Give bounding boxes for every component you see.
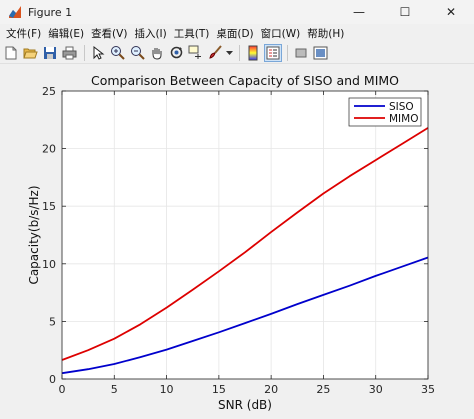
x-tick-label: 25 — [316, 383, 330, 396]
menu-tools[interactable]: 工具(T) — [173, 27, 210, 40]
print-icon[interactable] — [61, 44, 79, 62]
x-axis-label: SNR (dB) — [218, 398, 272, 412]
pan-icon[interactable] — [148, 44, 166, 62]
menu-window[interactable]: 窗口(W) — [260, 27, 301, 40]
new-figure-icon[interactable] — [2, 44, 20, 62]
series-lines — [61, 127, 429, 375]
zoom-out-icon[interactable] — [128, 44, 146, 62]
series-line-siso — [61, 256, 429, 375]
series-line-mimo — [61, 127, 429, 361]
x-tick-label: 5 — [111, 383, 118, 396]
y-tick-label: 15 — [42, 200, 56, 213]
y-tick-label: 20 — [42, 143, 56, 156]
menu-help[interactable]: 帮助(H) — [307, 27, 345, 40]
y-tick-label: 10 — [42, 258, 56, 271]
menu-edit[interactable]: 编辑(E) — [48, 27, 85, 40]
x-tick-label: 35 — [421, 383, 435, 396]
y-tick-label: 25 — [42, 85, 56, 98]
window-title: Figure 1 — [28, 5, 73, 19]
brush-dropdown-icon[interactable] — [226, 44, 234, 62]
rotate-icon[interactable] — [167, 44, 185, 62]
close-button[interactable]: ✕ — [445, 5, 457, 19]
y-tick-label: 5 — [49, 315, 56, 328]
axes-frame — [61, 90, 429, 380]
x-tick-label: 20 — [264, 383, 278, 396]
axes-background — [62, 91, 428, 379]
y-tick-label: 0 — [49, 373, 56, 386]
plot-svg: 0 5 10 15 20 25 30 35 0 5 10 15 20 25 Comparison Betw… — [27, 73, 435, 412]
matlab-figure-icon — [8, 5, 22, 19]
toolbar-separator — [287, 44, 288, 61]
toolbar-separator — [84, 44, 85, 61]
data-cursor-icon[interactable] — [187, 44, 205, 62]
figure-toolbar — [0, 42, 474, 64]
hide-plot-tools-icon[interactable] — [292, 44, 310, 62]
legend-label-siso: SISO — [389, 101, 414, 113]
window-titlebar: Figure 1 — ☐ ✕ — [0, 0, 474, 24]
open-file-icon[interactable] — [22, 44, 40, 62]
legend-icon[interactable] — [263, 43, 282, 62]
save-icon[interactable] — [41, 44, 59, 62]
show-plot-tools-icon[interactable] — [312, 44, 330, 62]
figure-canvas[interactable]: 0 5 10 15 20 25 30 35 0 5 10 15 20 25 Comparison Betw… — [0, 65, 474, 419]
menu-desktop[interactable]: 桌面(D) — [216, 27, 254, 40]
colorbar-icon[interactable] — [244, 44, 262, 62]
brush-icon[interactable] — [206, 44, 224, 62]
zoom-in-icon[interactable] — [109, 44, 127, 62]
menu-insert[interactable]: 插入(I) — [134, 27, 167, 40]
axis-ticks: 0 5 10 15 20 25 30 35 0 5 10 15 20 25 — [42, 85, 435, 396]
legend-box — [348, 97, 422, 127]
maximize-button[interactable]: ☐ — [399, 5, 411, 19]
x-tick-label: 30 — [369, 383, 383, 396]
x-tick-label: 10 — [160, 383, 174, 396]
menu-view[interactable]: 查看(V) — [91, 27, 128, 40]
menu-bar: 文件(F) 编辑(E) 查看(V) 插入(I) 工具(T) 桌面(D) 窗口(W… — [0, 24, 474, 42]
y-axis-label: Capacity(b/s/Hz) — [27, 185, 41, 284]
legend-label-mimo: MIMO — [389, 113, 418, 125]
minimize-button[interactable]: — — [353, 5, 365, 19]
x-tick-label: 15 — [212, 383, 226, 396]
toolbar-separator — [239, 44, 240, 61]
x-tick-label: 0 — [59, 383, 66, 396]
menu-file[interactable]: 文件(F) — [6, 27, 42, 40]
chart-title: Comparison Between Capacity of SISO and … — [91, 73, 399, 88]
pointer-icon[interactable] — [89, 44, 107, 62]
